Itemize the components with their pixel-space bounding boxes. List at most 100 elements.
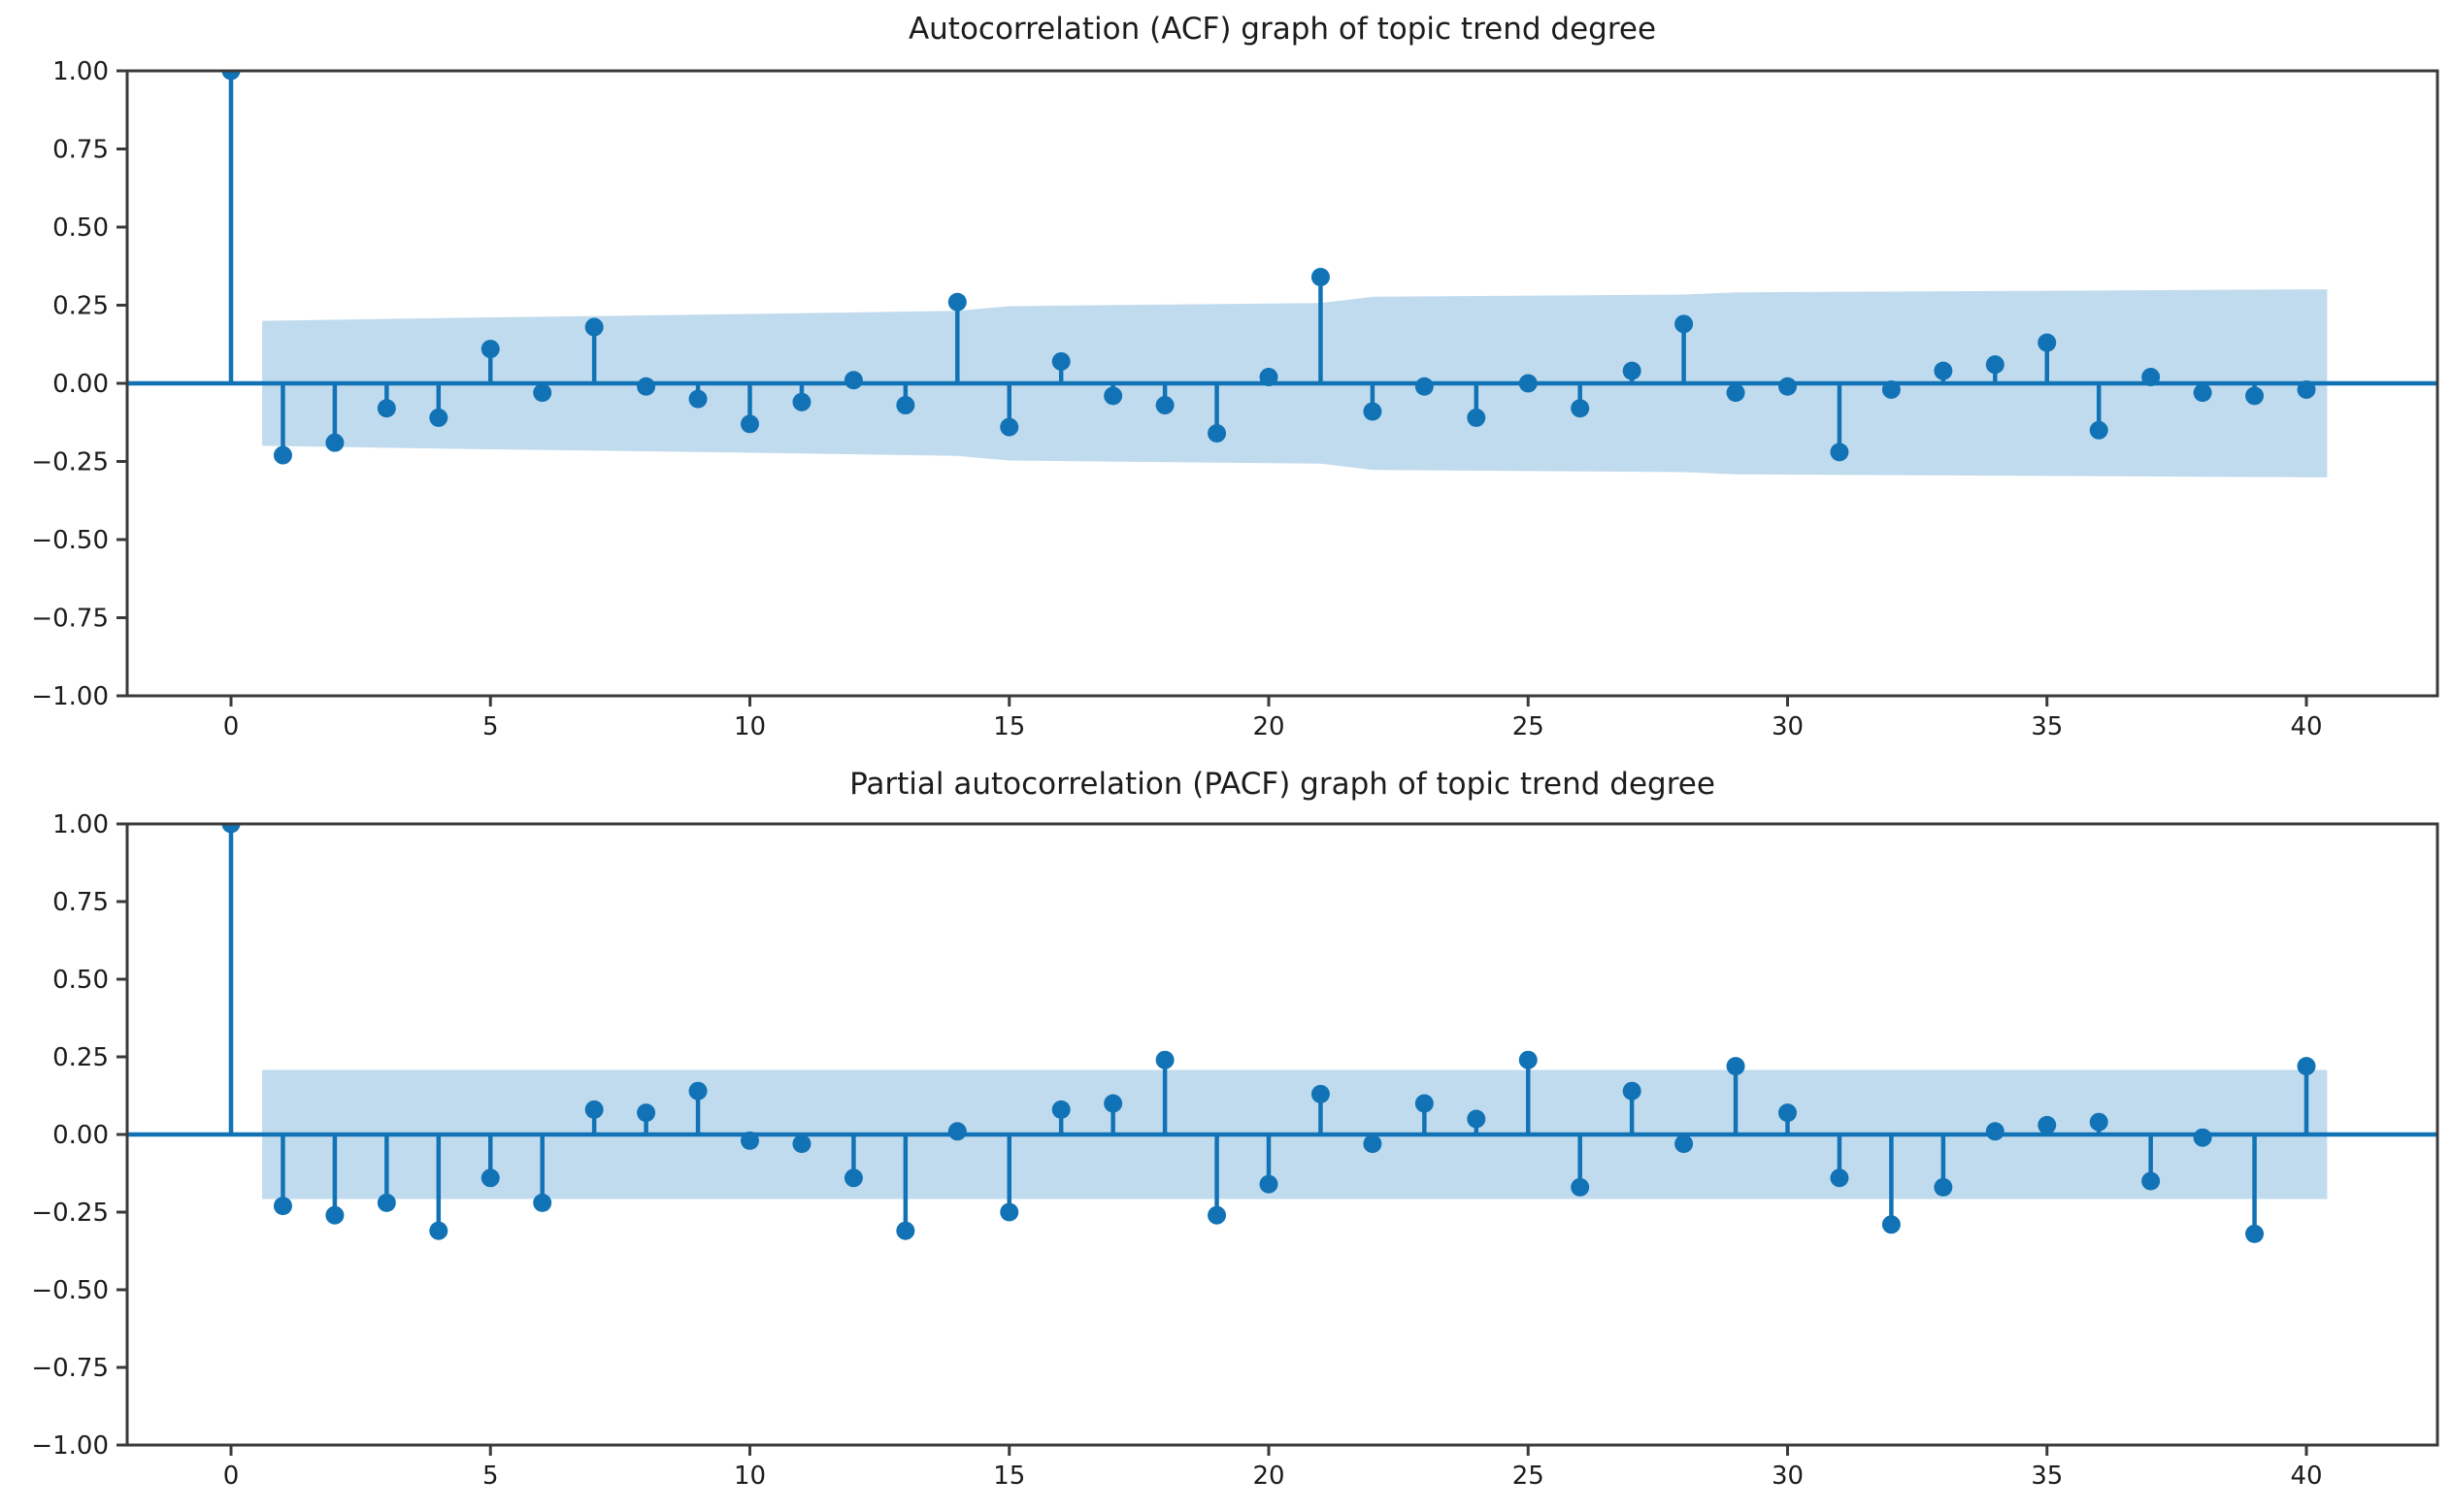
pacf-marker-lag-10 (741, 1131, 759, 1150)
acf-marker-lag-15 (1000, 417, 1019, 437)
pacf-xtick-label: 5 (482, 1462, 499, 1491)
pacf-ytick-label: 0.00 (52, 1121, 109, 1150)
pacf-marker-lag-36 (2089, 1112, 2108, 1132)
acf-marker-lag-1 (273, 445, 292, 465)
acf-marker-lag-20 (1259, 368, 1278, 387)
acf-marker-lag-13 (896, 396, 915, 415)
acf-ytick-label: 0.75 (52, 136, 109, 165)
acf-marker-lag-24 (1467, 408, 1486, 427)
pacf-marker-lag-39 (2245, 1224, 2265, 1243)
pacf-xtick-label: 20 (1252, 1462, 1284, 1491)
acf-ytick-label: 0.25 (52, 292, 109, 321)
acf-marker-lag-27 (1622, 361, 1641, 380)
pacf-xtick-label: 0 (223, 1462, 240, 1491)
pacf-marker-lag-20 (1259, 1174, 1278, 1194)
acf-xtick-label: 0 (223, 712, 240, 741)
acf-marker-lag-35 (2038, 333, 2057, 352)
pacf-xtick-label: 15 (993, 1462, 1025, 1491)
pacf-marker-lag-26 (1571, 1177, 1590, 1197)
pacf-marker-lag-25 (1518, 1050, 1538, 1069)
pacf-xtick-label: 10 (734, 1462, 766, 1491)
pacf-marker-lag-21 (1310, 1084, 1330, 1103)
pacf-marker-lag-15 (1000, 1202, 1019, 1222)
pacf-marker-lag-5 (480, 1168, 500, 1188)
acf-marker-lag-8 (637, 377, 656, 396)
pacf-marker-lag-33 (1934, 1177, 1953, 1197)
pacf-marker-lag-1 (273, 1197, 292, 1216)
pacf-ytick-label: −0.25 (31, 1199, 109, 1228)
acf-ytick-label: 0.00 (52, 370, 109, 399)
acf-ytick-label: 0.50 (52, 214, 109, 243)
acf-marker-lag-31 (1830, 443, 1849, 462)
acf-marker-lag-29 (1726, 383, 1745, 403)
pacf-ytick-label: 0.50 (52, 966, 109, 995)
pacf-marker-lag-6 (533, 1193, 552, 1212)
pacf-marker-lag-9 (688, 1081, 708, 1101)
pacf-marker-lag-3 (377, 1193, 396, 1212)
acf-xtick-label: 30 (1772, 712, 1804, 741)
pacf-marker-lag-11 (792, 1134, 812, 1154)
acf-ytick-label: −0.50 (31, 526, 109, 555)
pacf-marker-lag-35 (2038, 1115, 2057, 1134)
acf-marker-lag-4 (429, 408, 448, 427)
pacf-marker-lag-2 (325, 1205, 345, 1225)
pacf-marker-lag-7 (584, 1100, 604, 1119)
pacf-marker-lag-29 (1726, 1057, 1745, 1076)
pacf-marker-lag-13 (896, 1221, 915, 1240)
acf-marker-lag-40 (2297, 379, 2316, 399)
acf-marker-lag-33 (1934, 361, 1953, 380)
acf-xtick-label: 15 (993, 712, 1025, 741)
acf-marker-lag-39 (2245, 386, 2265, 406)
pacf-xtick-label: 40 (2290, 1462, 2322, 1491)
acf-marker-lag-2 (325, 433, 345, 452)
acf-marker-lag-26 (1571, 399, 1590, 418)
pacf-marker-lag-22 (1363, 1134, 1382, 1154)
pacf-ytick-label: 0.25 (52, 1043, 109, 1072)
pacf-marker-lag-16 (1051, 1100, 1071, 1119)
pacf-marker-lag-31 (1830, 1168, 1849, 1188)
acf-marker-lag-9 (688, 389, 708, 409)
acf-ytick-label: −0.25 (31, 448, 109, 477)
pacf-marker-lag-12 (844, 1168, 863, 1188)
acf-xtick-label: 25 (1512, 712, 1544, 741)
pacf-marker-lag-32 (1881, 1215, 1901, 1234)
pacf-marker-lag-37 (2141, 1171, 2161, 1191)
pacf-xtick-label: 30 (1772, 1462, 1804, 1491)
acf-xtick-label: 20 (1252, 712, 1284, 741)
acf-marker-lag-17 (1104, 386, 1123, 406)
acf-marker-lag-22 (1363, 402, 1382, 421)
acf-marker-lag-6 (533, 383, 552, 403)
pacf-marker-lag-40 (2297, 1057, 2316, 1076)
acf-stems (221, 71, 2316, 465)
acf-marker-lag-3 (377, 399, 396, 418)
acf-marker-lag-36 (2089, 420, 2108, 440)
acf-marker-lag-28 (1674, 314, 1694, 334)
pacf-marker-lag-4 (429, 1221, 448, 1240)
acf-marker-lag-30 (1778, 377, 1797, 396)
acf-marker-lag-11 (792, 392, 812, 411)
acf-marker-lag-5 (480, 340, 500, 359)
acf-marker-lag-16 (1051, 351, 1071, 371)
acf-marker-lag-34 (1985, 355, 2005, 375)
pacf-marker-lag-28 (1674, 1134, 1694, 1154)
acf-ytick-label: 1.00 (52, 57, 109, 86)
pacf-ytick-label: 0.75 (52, 888, 109, 917)
pacf-chart-title: Partial autocorrelation (PACF) graph of … (849, 767, 1715, 802)
acf-xtick-label: 40 (2290, 712, 2322, 741)
acf-chart-title: Autocorrelation (ACF) graph of topic tre… (908, 12, 1657, 47)
acf-marker-lag-25 (1518, 374, 1538, 393)
pacf-marker-lag-38 (2193, 1128, 2212, 1147)
pacf-marker-lag-0 (221, 824, 241, 834)
acf-marker-lag-37 (2141, 368, 2161, 387)
acf-marker-lag-14 (947, 292, 967, 312)
pacf-ytick-label: 1.00 (52, 810, 109, 839)
pacf-marker-lag-14 (947, 1122, 967, 1141)
acf-marker-lag-38 (2193, 383, 2212, 403)
acf-marker-lag-18 (1155, 396, 1175, 415)
pacf-marker-lag-30 (1778, 1103, 1797, 1123)
pacf-marker-lag-34 (1985, 1122, 2005, 1141)
pacf-marker-lag-24 (1467, 1109, 1486, 1129)
